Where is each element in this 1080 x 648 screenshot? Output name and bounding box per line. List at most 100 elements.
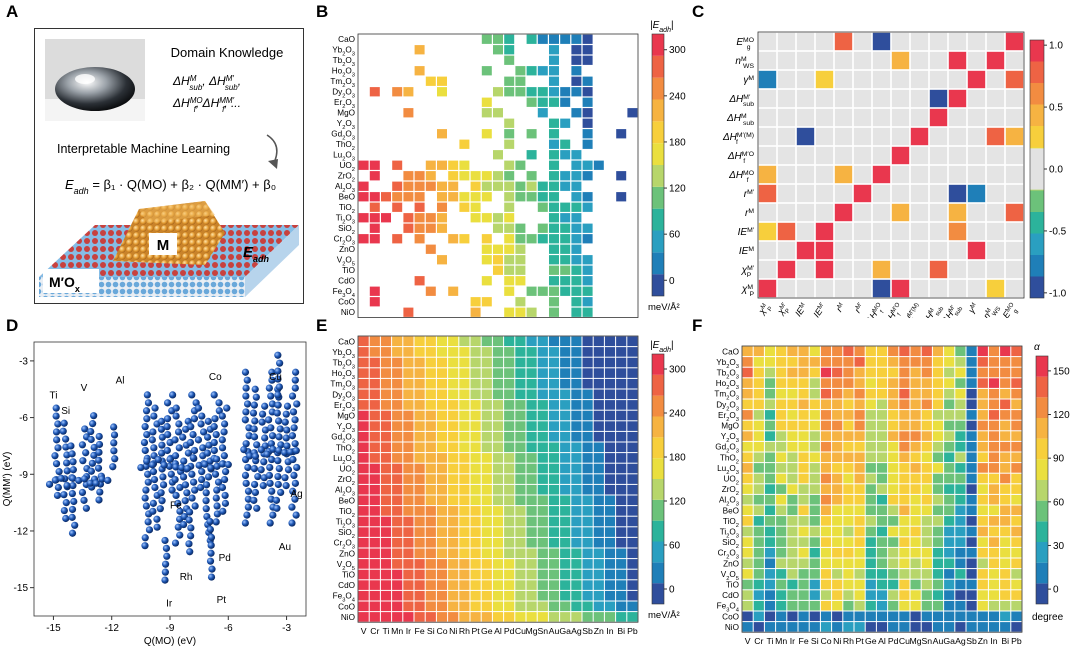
correlation-cell: [1005, 146, 1024, 165]
heatmap-cell: [515, 357, 526, 368]
heatmap-cell: [593, 495, 604, 506]
heatmap-cell: [549, 255, 559, 265]
heatmap-cell: [820, 516, 832, 526]
correlation-cell: [758, 51, 777, 70]
colorbar-segment: [1036, 500, 1048, 522]
row-label: Ho2O3: [332, 67, 355, 79]
colorbar-segment: [1036, 356, 1048, 377]
heatmap-cell: [876, 463, 888, 473]
heatmap-cell: [899, 357, 910, 367]
heatmap-cell: [820, 611, 832, 622]
heatmap-cell: [369, 580, 380, 590]
heatmap-cell: [549, 139, 559, 149]
heatmap-cell: [854, 357, 865, 367]
heatmap-cell: [504, 495, 515, 506]
heatmap-cell: [392, 160, 403, 170]
heatmap-cell: [380, 548, 392, 559]
correlation-cell: [872, 241, 891, 260]
heatmap-cell: [798, 558, 809, 569]
scatter-point: [222, 468, 230, 476]
scatter-point: [211, 470, 220, 478]
heatmap-cell: [571, 276, 582, 286]
heatmap-cell: [988, 558, 1000, 569]
heatmap-cell: [504, 474, 515, 484]
heatmap-cell: [436, 548, 448, 559]
heatmap-cell: [548, 474, 560, 484]
heatmap-cell: [358, 336, 369, 347]
heatmap-cell: [571, 442, 582, 453]
heatmap-cell: [753, 579, 764, 590]
heatmap-cell: [448, 171, 459, 181]
heatmap-cell: [899, 505, 910, 516]
scatter-point: [166, 455, 174, 463]
scatter-point: [224, 461, 232, 469]
heatmap-cell: [854, 590, 865, 600]
feature-col-label: ΔHM′(M)f: [898, 301, 926, 318]
heatmap-cell: [448, 410, 459, 421]
heatmap-cell: [593, 559, 604, 569]
heatmap-cell: [582, 129, 593, 139]
heatmap-cell: [742, 537, 753, 547]
heatmap-cell: [776, 357, 787, 367]
heatmap-cell: [537, 495, 548, 506]
scatter-point: [275, 433, 283, 441]
scatter-point: [266, 479, 274, 487]
heatmap-cell: [537, 234, 548, 244]
heatmap-cell: [753, 420, 764, 431]
colorbar-segment: [652, 274, 664, 296]
heatmap-cell: [627, 463, 638, 474]
heatmap-cell: [369, 431, 380, 442]
heatmap-cell: [481, 601, 492, 612]
heatmap-cell: [358, 410, 369, 421]
correlation-cell: [834, 32, 853, 51]
heatmap-cell: [571, 421, 582, 431]
row-label: Ho2O3: [332, 369, 355, 381]
heatmap-cell: [537, 368, 548, 378]
heatmap-cell: [526, 389, 537, 400]
heatmap-cell: [571, 265, 582, 275]
heatmap-cell: [865, 611, 876, 622]
heatmap-cell: [832, 505, 843, 516]
scatter-point: [171, 475, 179, 484]
heatmap-cell: [403, 569, 414, 580]
heatmap-cell: [459, 463, 470, 474]
heatmap-cell: [593, 378, 604, 389]
correlation-cell: [815, 127, 834, 146]
heatmap-cell: [582, 580, 593, 590]
heatmap-cell: [977, 346, 988, 357]
heatmap-cell: [955, 388, 966, 399]
heatmap-cell: [515, 548, 526, 559]
colorbar-segment: [1036, 562, 1048, 584]
heatmap-cell: [560, 202, 571, 212]
row-label: CaO: [338, 337, 355, 346]
row-label: Al2O3: [335, 486, 355, 498]
heatmap-cell: [392, 431, 403, 442]
heatmap-cell: [448, 453, 459, 463]
heatmap-cell: [414, 378, 425, 389]
heatmap-cell: [492, 495, 504, 506]
heatmap-cell: [753, 526, 764, 537]
heatmap-cell: [481, 580, 492, 590]
correlation-cell: [910, 260, 929, 279]
heatmap-cell: [832, 420, 843, 431]
correlation-cell: [967, 89, 986, 108]
heatmap-cell: [537, 34, 548, 44]
heatmap-cell: [955, 569, 966, 579]
scatter-point: [51, 476, 59, 484]
heatmap-cell: [470, 601, 481, 612]
heatmap-cell: [448, 389, 459, 400]
heatmap-cell: [470, 421, 481, 431]
heatmap-cell: [616, 129, 627, 139]
heatmap-cell: [742, 505, 753, 516]
heatmap-cell: [616, 569, 627, 580]
heatmap-cell: [459, 495, 470, 506]
row-label: Lu2O3: [333, 151, 355, 163]
heatmap-cell: [843, 484, 854, 494]
row-label: ThO2: [720, 453, 739, 465]
heatmap-cell: [944, 579, 955, 590]
heatmap-cell: [571, 463, 582, 474]
scatter-point: [172, 412, 180, 420]
scatter-point: [142, 486, 150, 494]
scatter-point: [157, 425, 166, 433]
heatmap-cell: [593, 590, 604, 601]
